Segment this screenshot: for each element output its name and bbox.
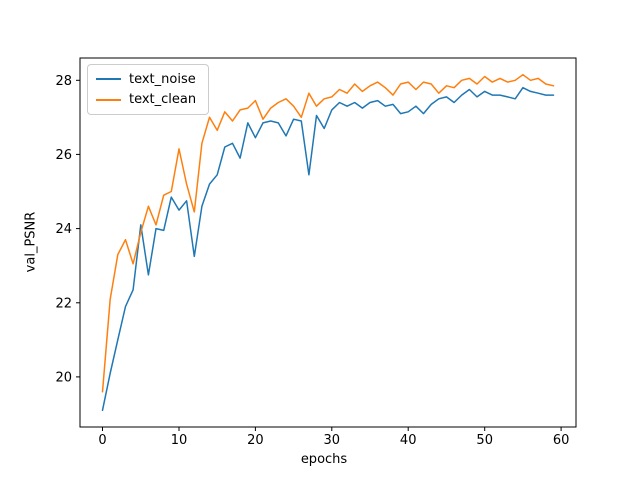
y-tick-label: 24	[55, 222, 72, 237]
legend: text_noise text_clean	[87, 64, 209, 115]
y-axis-label: val_PSNR	[23, 211, 39, 273]
x-tick-label: 30	[324, 433, 341, 448]
legend-line-icon	[96, 78, 121, 81]
legend-label: text_clean	[129, 92, 197, 108]
x-tick-label: 20	[247, 433, 264, 448]
y-tick-label: 20	[55, 370, 72, 385]
legend-item-text-clean: text_clean	[96, 90, 200, 110]
y-tick-label: 26	[55, 148, 72, 163]
legend-line-icon	[96, 98, 121, 101]
x-tick-label: 50	[476, 433, 493, 448]
x-tick-label: 60	[553, 433, 570, 448]
axes-spines	[79, 57, 577, 428]
x-tick-label: 10	[171, 433, 188, 448]
x-axis-label: epochs	[300, 452, 348, 467]
y-tick-label: 28	[55, 74, 72, 89]
legend-label: text_noise	[129, 71, 196, 87]
y-tick-label: 22	[55, 296, 72, 311]
series-line-text_noise	[101, 86, 555, 412]
x-tick-label: 0	[98, 433, 106, 448]
legend-item-text-noise: text_noise	[96, 69, 200, 89]
x-axis-label-wrap: epochs	[0, 452, 640, 467]
x-tick-label: 40	[400, 433, 417, 448]
series-line-text_clean	[101, 73, 555, 393]
